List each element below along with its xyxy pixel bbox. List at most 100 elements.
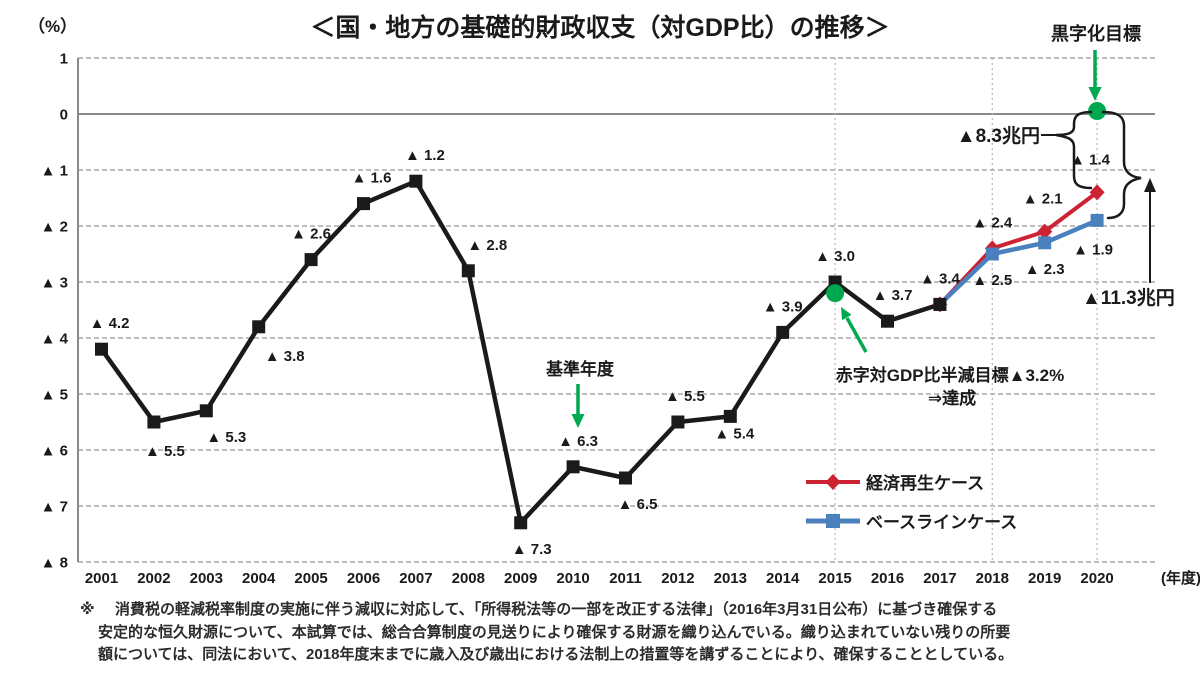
legend-label-0: 経済再生ケース — [866, 473, 984, 493]
x-tick-label: 2018 — [976, 570, 1009, 587]
y-tick-label: ▲ 5 — [41, 387, 68, 404]
footnote: ※ 消費税の軽減税率制度の実施に伴う減収に対応して、「所得税法等の一部を改正する… — [80, 599, 1138, 667]
base-year-arrowhead — [571, 414, 585, 428]
data-label-actual: ▲ 5.3 — [206, 429, 246, 446]
legend-marker-1 — [826, 514, 840, 528]
half-target-circle — [826, 284, 845, 303]
data-label-baseline-case: ▲ 2.5 — [972, 272, 1012, 289]
data-point-actual — [881, 314, 894, 328]
data-point-actual — [566, 460, 580, 474]
gap-brace-blue — [1101, 110, 1142, 220]
x-axis-unit-label: (年度) — [1161, 569, 1200, 587]
data-label-actual: ▲ 2.6 — [291, 226, 331, 243]
series-line-actual — [99, 178, 941, 526]
footnote-line-3: 額については、同法において、2018年度末までに歳入及び歳出における法制上の措置… — [98, 646, 1014, 663]
y-axis-unit-label: （%） — [28, 17, 78, 36]
data-point-actual — [776, 325, 790, 339]
data-point-actual — [304, 253, 318, 267]
data-label-actual: ▲ 6.5 — [618, 496, 658, 513]
data-point-actual — [95, 342, 108, 356]
footnote-lines: 消費税の軽減税率制度の実施に伴う減収に対応して、「所得税法等の一部を改正する法律… — [98, 599, 1138, 667]
footnote-marker: ※ — [80, 601, 95, 618]
x-tick-label: 2010 — [556, 570, 589, 587]
chart-plot: 1 0 ▲ 1 ▲ 2 ▲ 3 ▲ 4 ▲ 5 ▲ 6 ▲ 7 ▲ 8 2001 2002 2003 20… — [41, 23, 1200, 587]
y-tick-label: ▲ 4 — [41, 331, 69, 348]
y-tick-label: 1 — [60, 51, 68, 68]
data-label-actual: ▲ 6.3 — [558, 433, 598, 450]
data-label-actual: ▲ 2.8 — [467, 237, 507, 254]
y-tick-label: ▲ 1 — [41, 163, 68, 180]
x-tick-label: 2002 — [137, 570, 170, 587]
legend-label-1: ベースラインケース — [866, 513, 1017, 532]
half-target-arrowhead — [841, 307, 852, 321]
x-tick-label: 2014 — [766, 570, 800, 587]
y-tick-label: ▲ 2 — [41, 219, 68, 236]
data-point-actual — [357, 197, 370, 211]
x-tick-label: 2020 — [1080, 570, 1113, 587]
y-tick-label: ▲ 6 — [41, 443, 68, 460]
y-tick-label: 0 — [60, 107, 68, 124]
data-point-actual — [147, 415, 161, 429]
half-target-label-line1: 赤字対GDP比半減目標▲3.2% — [836, 365, 1064, 385]
y-tick-label: ▲ 3 — [41, 275, 68, 292]
chart-title: ＜国・地方の基礎的財政収支（対GDP比）の推移＞ — [310, 14, 890, 42]
data-label-actual: ▲ 3.8 — [265, 348, 305, 365]
gap-blue-label: ▲11.3兆円 — [1082, 287, 1175, 309]
x-tick-label: 2006 — [347, 570, 380, 587]
data-point-actual — [199, 404, 213, 418]
x-tick-label: 2008 — [452, 570, 485, 587]
x-tick-label: 2013 — [714, 570, 747, 587]
data-label-baseline-case: ▲ 1.9 — [1073, 241, 1113, 258]
gap-red-label: ▲8.3兆円 — [957, 125, 1040, 147]
y-tick-label: ▲ 8 — [41, 555, 68, 572]
data-label-actual: ▲ 3.7 — [873, 287, 913, 304]
x-tick-label: 2016 — [871, 570, 904, 587]
data-label-actual: ▲ 3.0 — [815, 248, 855, 265]
x-tick-label: 2004 — [242, 570, 276, 587]
data-point-actual — [723, 409, 737, 423]
data-label-actual: ▲ 1.2 — [405, 147, 445, 164]
data-label-actual: ▲ 3.4 — [920, 270, 961, 287]
x-tick-label: 2015 — [818, 570, 851, 587]
data-point-actual — [514, 516, 528, 530]
x-tick-label: 2005 — [294, 570, 327, 587]
data-point-economic-revival-case — [1089, 184, 1105, 201]
data-label-baseline-case: ▲ 2.3 — [1025, 261, 1065, 278]
gap-brace-red — [1055, 110, 1093, 190]
data-label-economic-revival-case: ▲ 2.1 — [1023, 191, 1063, 208]
data-point-actual — [619, 471, 632, 485]
legend-marker-0 — [825, 474, 841, 490]
data-label-actual: ▲ 5.5 — [665, 388, 705, 405]
footnote-line-1: 消費税の軽減税率制度の実施に伴う減収に対応して、「所得税法等の一部を改正する法律… — [115, 601, 998, 618]
x-tick-label: 2019 — [1028, 570, 1061, 587]
data-point-baseline-case — [985, 247, 999, 261]
x-tick-label: 2012 — [661, 570, 694, 587]
data-label-actual: ▲ 5.4 — [714, 425, 755, 442]
gap-blue-arrowhead — [1144, 178, 1156, 192]
data-label-actual: ▲ 7.3 — [512, 541, 552, 558]
data-point-actual — [933, 297, 947, 311]
surplus-target-arrowhead — [1088, 87, 1102, 101]
x-tick-label: 2007 — [399, 570, 432, 587]
data-label-economic-revival-case: ▲ 1.4 — [1070, 151, 1111, 168]
data-point-baseline-case — [1038, 236, 1052, 250]
data-label-actual: ▲ 1.6 — [352, 170, 392, 187]
y-tick-label: ▲ 7 — [41, 499, 68, 516]
data-point-actual — [671, 415, 685, 429]
data-label-actual: ▲ 5.5 — [145, 443, 185, 460]
x-tick-label: 2001 — [85, 570, 118, 587]
surplus-target-label: 黒字化目標 — [1051, 23, 1141, 44]
x-tick-label: 2003 — [190, 570, 223, 587]
data-point-baseline-case — [1090, 213, 1104, 227]
footnote-line-2: 安定的な恒久財源について、本試算では、総合合算制度の見送りにより確保する財源を織… — [98, 623, 1011, 641]
data-label-actual: ▲ 3.9 — [763, 298, 803, 315]
half-target-arrow — [845, 317, 868, 353]
x-tick-label: 2017 — [923, 570, 956, 587]
base-year-label: 基準年度 — [545, 359, 615, 379]
series-line-baseline-case — [938, 218, 1098, 307]
data-point-actual — [461, 264, 475, 278]
data-point-actual — [252, 320, 266, 334]
data-point-economic-revival-case — [1037, 223, 1053, 240]
half-target-label-line2: ⇒達成 — [928, 388, 976, 408]
